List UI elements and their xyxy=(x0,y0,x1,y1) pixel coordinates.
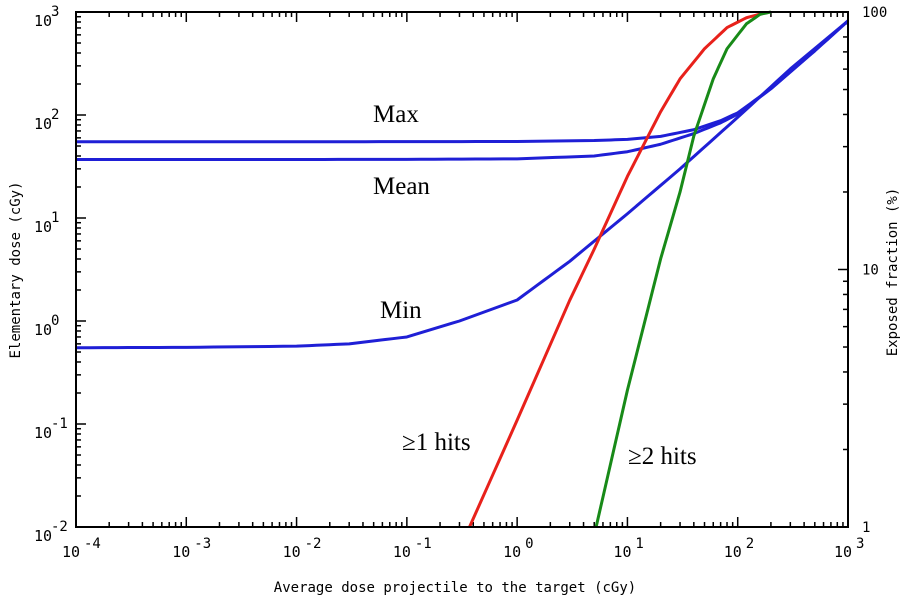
x-tick-label-exp: 0 xyxy=(525,536,533,552)
plot-frame xyxy=(75,11,849,528)
y-left-tick-label-base: 10 xyxy=(34,12,52,30)
x-tick-label-exp: 3 xyxy=(856,536,864,552)
series-line-min xyxy=(75,19,849,350)
annotation-one-hit: ≥1 hits xyxy=(402,429,471,456)
y-left-tick-label-base: 10 xyxy=(34,321,52,339)
x-tick-label-exp: -4 xyxy=(84,536,101,552)
x-tick-label-base: 10 xyxy=(172,543,190,561)
y-left-tick-label-exp: -2 xyxy=(51,519,68,535)
y-left-tick-label-exp: 2 xyxy=(51,107,59,123)
x-tick-label-exp: -1 xyxy=(415,536,432,552)
annotation-two-hits: ≥2 hits xyxy=(628,443,697,470)
y-left-tick-label-exp: 0 xyxy=(51,313,59,329)
y-right-tick-label: 1 xyxy=(862,520,870,536)
x-tick-label-base: 10 xyxy=(724,543,742,561)
y-right-axis-label: Exposed fraction (%) xyxy=(885,188,901,357)
x-tick-label-base: 10 xyxy=(393,543,411,561)
y-left-tick-label-exp: -1 xyxy=(51,416,68,432)
y-left-tick-label-base: 10 xyxy=(34,218,52,236)
series-line-2-hits xyxy=(594,10,772,528)
y-left-tick-label-exp: 1 xyxy=(51,210,59,226)
annotation-min: Min xyxy=(380,297,422,324)
x-tick-label-exp: 1 xyxy=(635,536,643,552)
series-layer xyxy=(75,10,850,528)
x-axis-label: Average dose projectile to the target (c… xyxy=(274,580,636,596)
x-tick-label-base: 10 xyxy=(613,543,631,561)
x-tick-labels: 10 -4 10 -3 10 -2 10 -1 10 0 10 1 10 2 10 3 xyxy=(62,536,864,561)
y-left-axis-label: Elementary dose (cGy) xyxy=(8,181,24,358)
x-tick-label-exp: -2 xyxy=(305,536,322,552)
y-left-tick-label-exp: 3 xyxy=(51,4,59,20)
x-tick-label-base: 10 xyxy=(834,543,852,561)
y-right-tick-label: 10 xyxy=(862,263,879,279)
y-right-tick-label: 100 xyxy=(862,5,887,21)
x-tick-label-base: 10 xyxy=(62,543,80,561)
series-line-1-hits xyxy=(468,11,767,528)
x-tick-label-base: 10 xyxy=(503,543,521,561)
x-tick-label-exp: -3 xyxy=(194,536,211,552)
y-left-tick-label-base: 10 xyxy=(34,424,52,442)
y-left-tick-label-base: 10 xyxy=(34,115,52,133)
annotation-max: Max xyxy=(373,101,419,128)
x-tick-label-base: 10 xyxy=(283,543,301,561)
y-left-tick-label-base: 10 xyxy=(34,527,52,545)
series-annotations: Max Mean Min ≥1 hits ≥2 hits xyxy=(373,101,697,470)
annotation-mean: Mean xyxy=(373,173,430,200)
x-tick-label-exp: 2 xyxy=(746,536,754,552)
y-right-tick-labels: 1 10 100 xyxy=(862,5,887,536)
